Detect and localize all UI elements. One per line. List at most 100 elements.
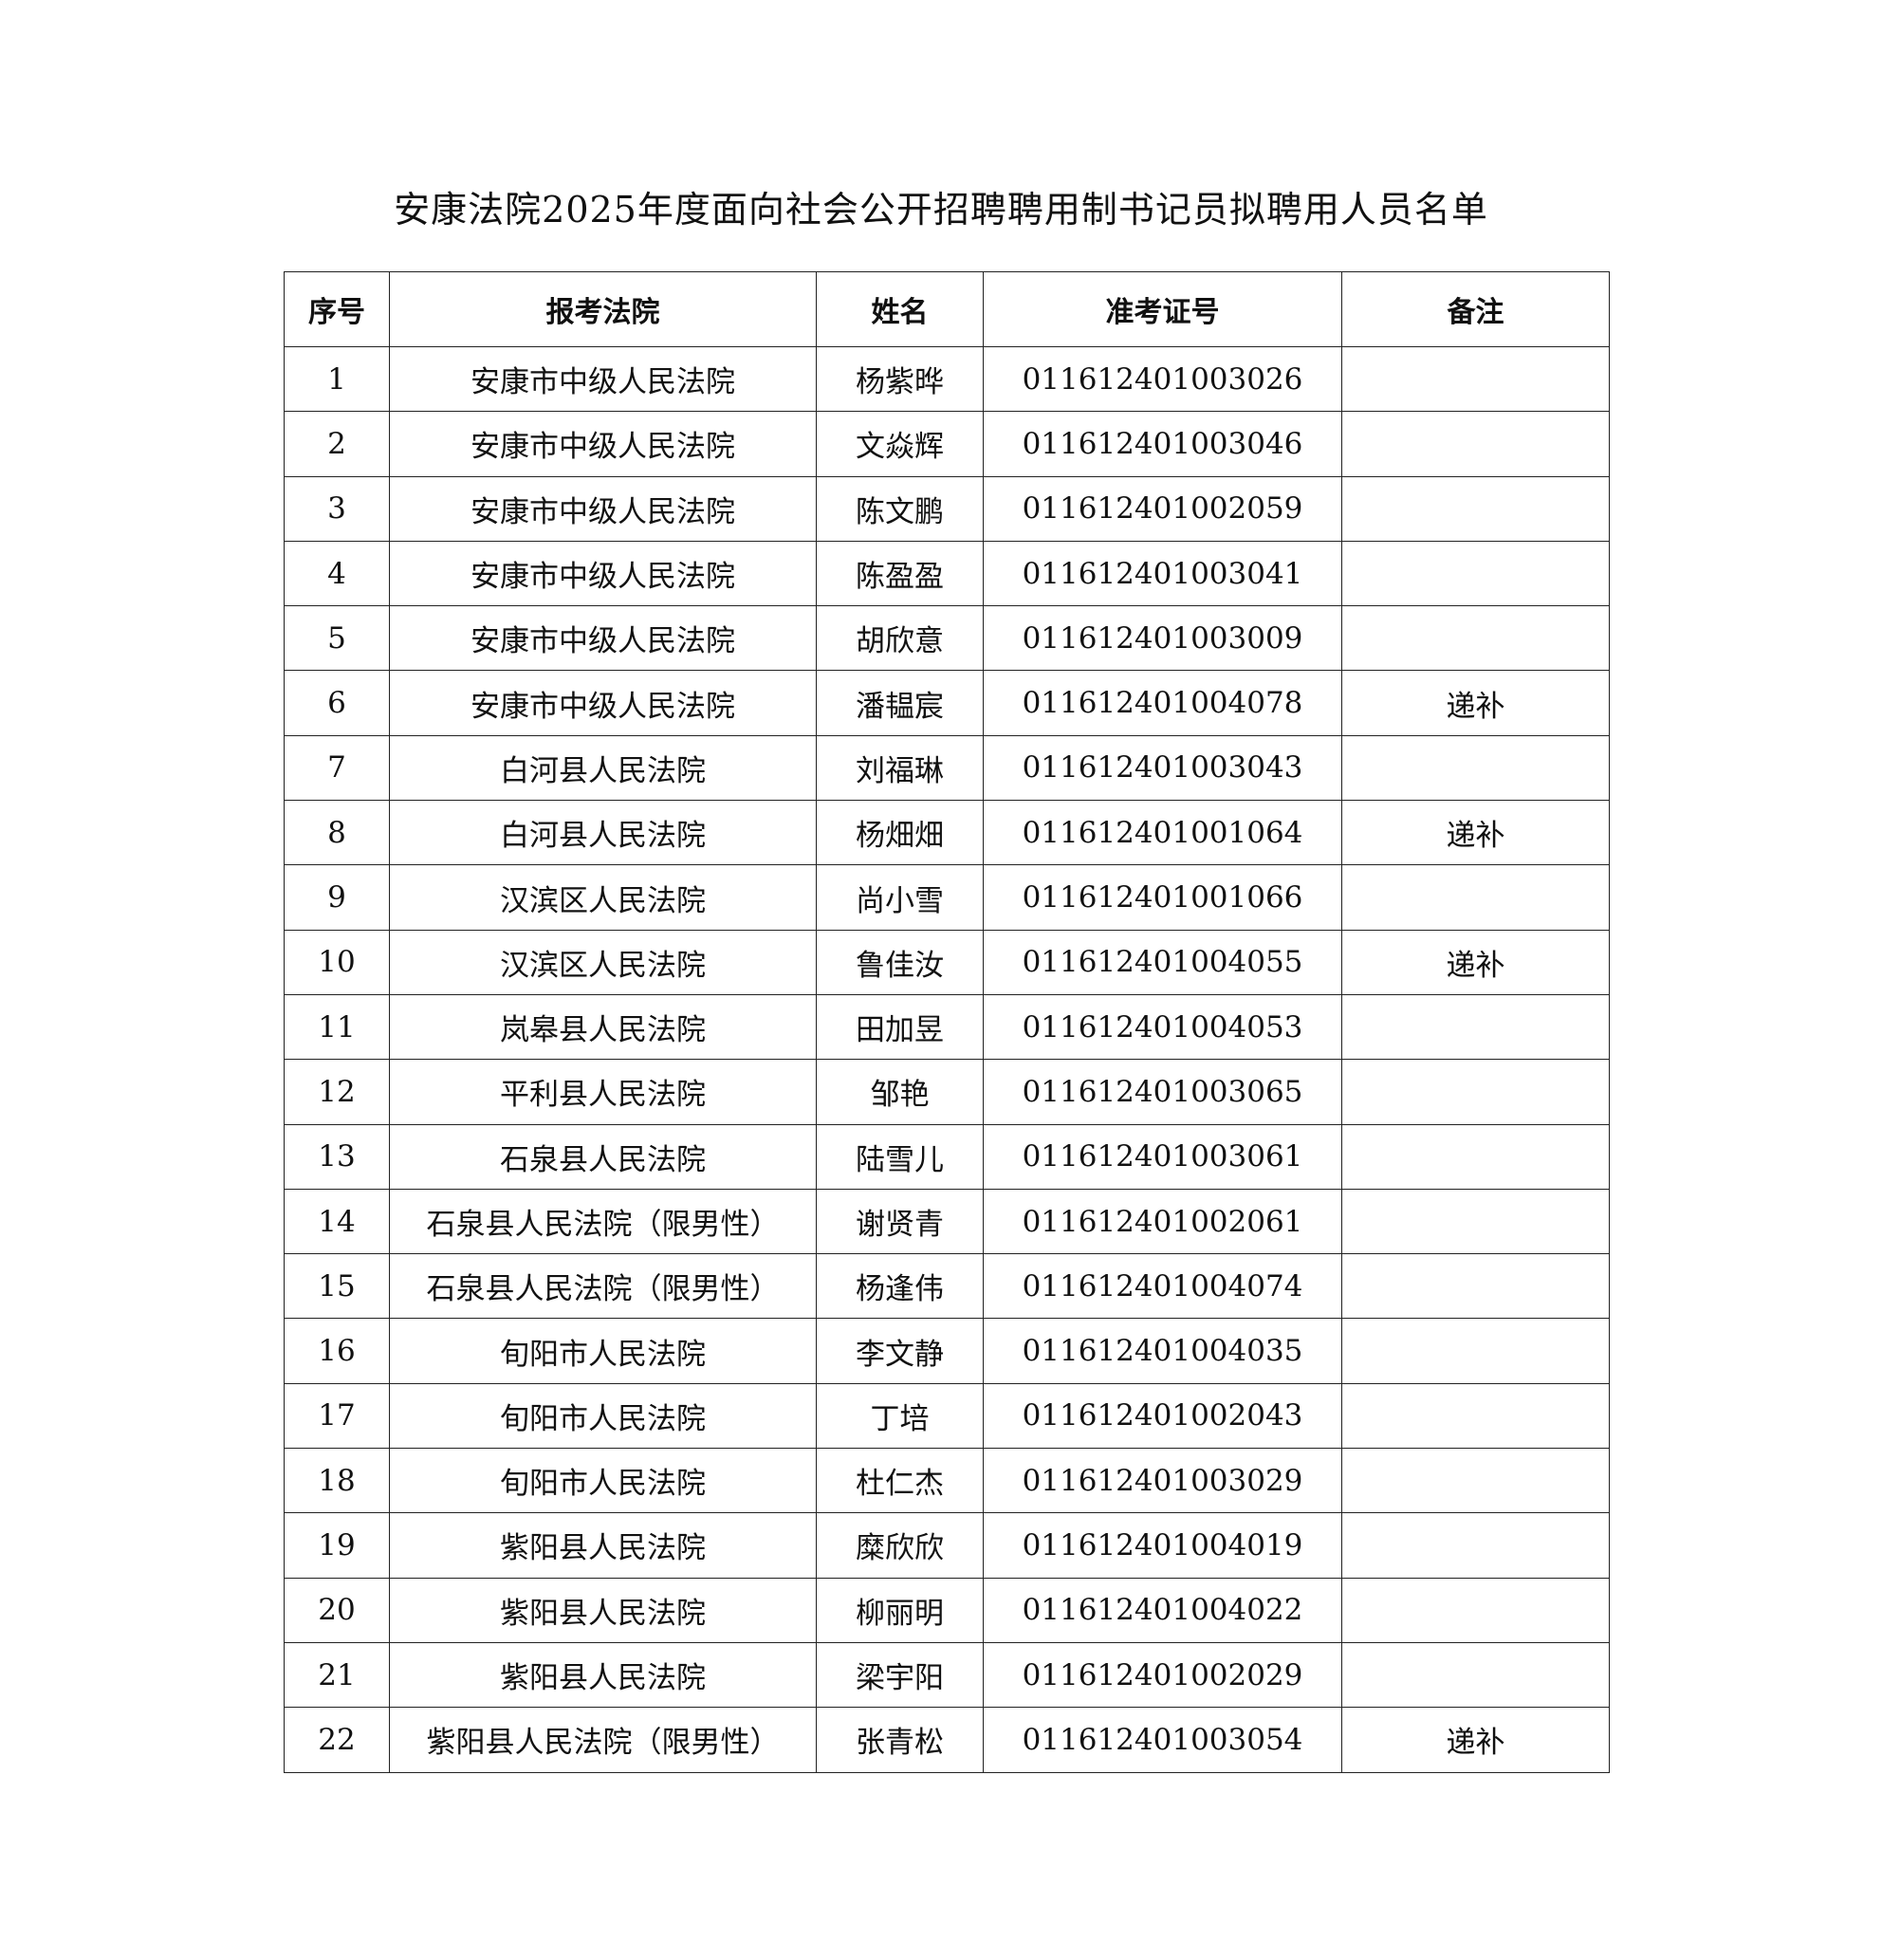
cell-remark: 递补 [1341,800,1610,866]
cell-court: 石泉县人民法院（限男性） [389,1253,817,1320]
cell-court: 安康市中级人民法院 [389,540,817,607]
cell-exam-id: 011612401004019 [983,1512,1342,1579]
cell-exam-id: 011612401002043 [983,1382,1342,1450]
table-row: 7 白河县人民法院 刘福琳 011612401003043 [284,734,1610,802]
cell-court: 安康市中级人民法院 [389,411,817,477]
cell-name: 杨逢伟 [816,1253,984,1320]
table-row: 14 石泉县人民法院（限男性） 谢贤青 011612401002061 [284,1188,1610,1255]
cell-name: 陈盈盈 [816,540,984,607]
cell-exam-id: 011612401003041 [983,540,1342,607]
cell-index: 9 [284,864,390,931]
cell-index: 14 [284,1188,390,1255]
cell-court: 白河县人民法院 [389,734,817,802]
cell-court: 安康市中级人民法院 [389,605,817,672]
cell-index: 3 [284,475,390,542]
cell-index: 22 [284,1707,390,1773]
cell-index: 20 [284,1577,390,1643]
cell-exam-id: 011612401003061 [983,1123,1342,1190]
cell-court: 旬阳市人民法院 [389,1382,817,1450]
cell-remark: 递补 [1341,670,1610,736]
cell-remark [1341,1059,1610,1125]
cell-index: 1 [284,345,390,413]
cell-exam-id: 011612401002029 [983,1641,1342,1709]
cell-exam-id: 011612401004053 [983,993,1342,1061]
cell-remark [1341,1577,1610,1643]
cell-court: 安康市中级人民法院 [389,345,817,413]
cell-index: 4 [284,540,390,607]
table-row: 17 旬阳市人民法院 丁培 011612401002043 [284,1382,1610,1450]
cell-remark [1341,1512,1610,1579]
cell-exam-id: 011612401003009 [983,605,1342,672]
cell-index: 19 [284,1512,390,1579]
header-index: 序号 [284,271,390,347]
cell-name: 柳丽明 [816,1577,984,1643]
table-row: 9 汉滨区人民法院 尚小雪 011612401001066 [284,864,1610,931]
cell-index: 16 [284,1318,390,1384]
cell-name: 谢贤青 [816,1188,984,1255]
cell-exam-id: 011612401001066 [983,864,1342,931]
candidate-table: 序号 报考法院 姓名 准考证号 备注 1 安康市中级人民法院 杨紫晔 01161240… [284,271,1610,1773]
table-row: 10 汉滨区人民法院 鲁佳汝 011612401004055 递补 [284,929,1610,995]
cell-exam-id: 011612401004035 [983,1318,1342,1384]
cell-exam-id: 011612401002061 [983,1188,1342,1255]
cell-name: 刘福琳 [816,734,984,802]
cell-name: 杨畑畑 [816,800,984,866]
cell-court: 紫阳县人民法院 [389,1512,817,1579]
cell-court: 紫阳县人民法院 [389,1577,817,1643]
cell-remark [1341,540,1610,607]
table-row: 11 岚皋县人民法院 田加昱 011612401004053 [284,993,1610,1061]
cell-remark [1341,411,1610,477]
table-row: 22 紫阳县人民法院（限男性） 张青松 011612401003054 递补 [284,1707,1610,1773]
cell-court: 石泉县人民法院（限男性） [389,1188,817,1255]
cell-name: 杜仁杰 [816,1448,984,1514]
table-row: 1 安康市中级人民法院 杨紫晔 011612401003026 [284,345,1610,413]
cell-court: 紫阳县人民法院（限男性） [389,1707,817,1773]
cell-name: 陆雪儿 [816,1123,984,1190]
cell-remark [1341,475,1610,542]
table-row: 16 旬阳市人民法院 李文静 011612401004035 [284,1318,1610,1384]
cell-name: 丁培 [816,1382,984,1450]
header-court: 报考法院 [389,271,817,347]
table-row: 13 石泉县人民法院 陆雪儿 011612401003061 [284,1123,1610,1190]
cell-index: 13 [284,1123,390,1190]
cell-index: 8 [284,800,390,866]
cell-court: 安康市中级人民法院 [389,475,817,542]
cell-remark [1341,1641,1610,1709]
cell-court: 岚皋县人民法院 [389,993,817,1061]
table-row: 15 石泉县人民法院（限男性） 杨逢伟 011612401004074 [284,1253,1610,1320]
cell-remark [1341,993,1610,1061]
cell-exam-id: 011612401003026 [983,345,1342,413]
cell-court: 石泉县人民法院 [389,1123,817,1190]
cell-court: 紫阳县人民法院 [389,1641,817,1709]
cell-court: 白河县人民法院 [389,800,817,866]
cell-exam-id: 011612401003043 [983,734,1342,802]
cell-remark [1341,864,1610,931]
cell-remark [1341,345,1610,413]
cell-remark [1341,1253,1610,1320]
cell-remark [1341,1318,1610,1384]
cell-court: 旬阳市人民法院 [389,1318,817,1384]
cell-index: 18 [284,1448,390,1514]
cell-name: 尚小雪 [816,864,984,931]
cell-name: 杨紫晔 [816,345,984,413]
table-row: 2 安康市中级人民法院 文焱辉 011612401003046 [284,411,1610,477]
cell-court: 汉滨区人民法院 [389,929,817,995]
cell-remark: 递补 [1341,929,1610,995]
cell-index: 7 [284,734,390,802]
table-row: 18 旬阳市人民法院 杜仁杰 011612401003029 [284,1448,1610,1514]
table-row: 19 紫阳县人民法院 糜欣欣 011612401004019 [284,1512,1610,1579]
cell-exam-id: 011612401004022 [983,1577,1342,1643]
table-row: 3 安康市中级人民法院 陈文鹏 011612401002059 [284,475,1610,542]
table-header-row: 序号 报考法院 姓名 准考证号 备注 [284,271,1610,347]
cell-exam-id: 011612401001064 [983,800,1342,866]
cell-remark [1341,605,1610,672]
header-remark: 备注 [1341,271,1610,347]
table-row: 12 平利县人民法院 邹艳 011612401003065 [284,1059,1610,1125]
cell-court: 旬阳市人民法院 [389,1448,817,1514]
document-title: 安康法院2025年度面向社会公开招聘聘用制书记员拟聘用人员名单 [394,189,1488,231]
cell-name: 张青松 [816,1707,984,1773]
cell-remark [1341,734,1610,802]
cell-name: 胡欣意 [816,605,984,672]
header-name: 姓名 [816,271,984,347]
cell-name: 李文静 [816,1318,984,1384]
